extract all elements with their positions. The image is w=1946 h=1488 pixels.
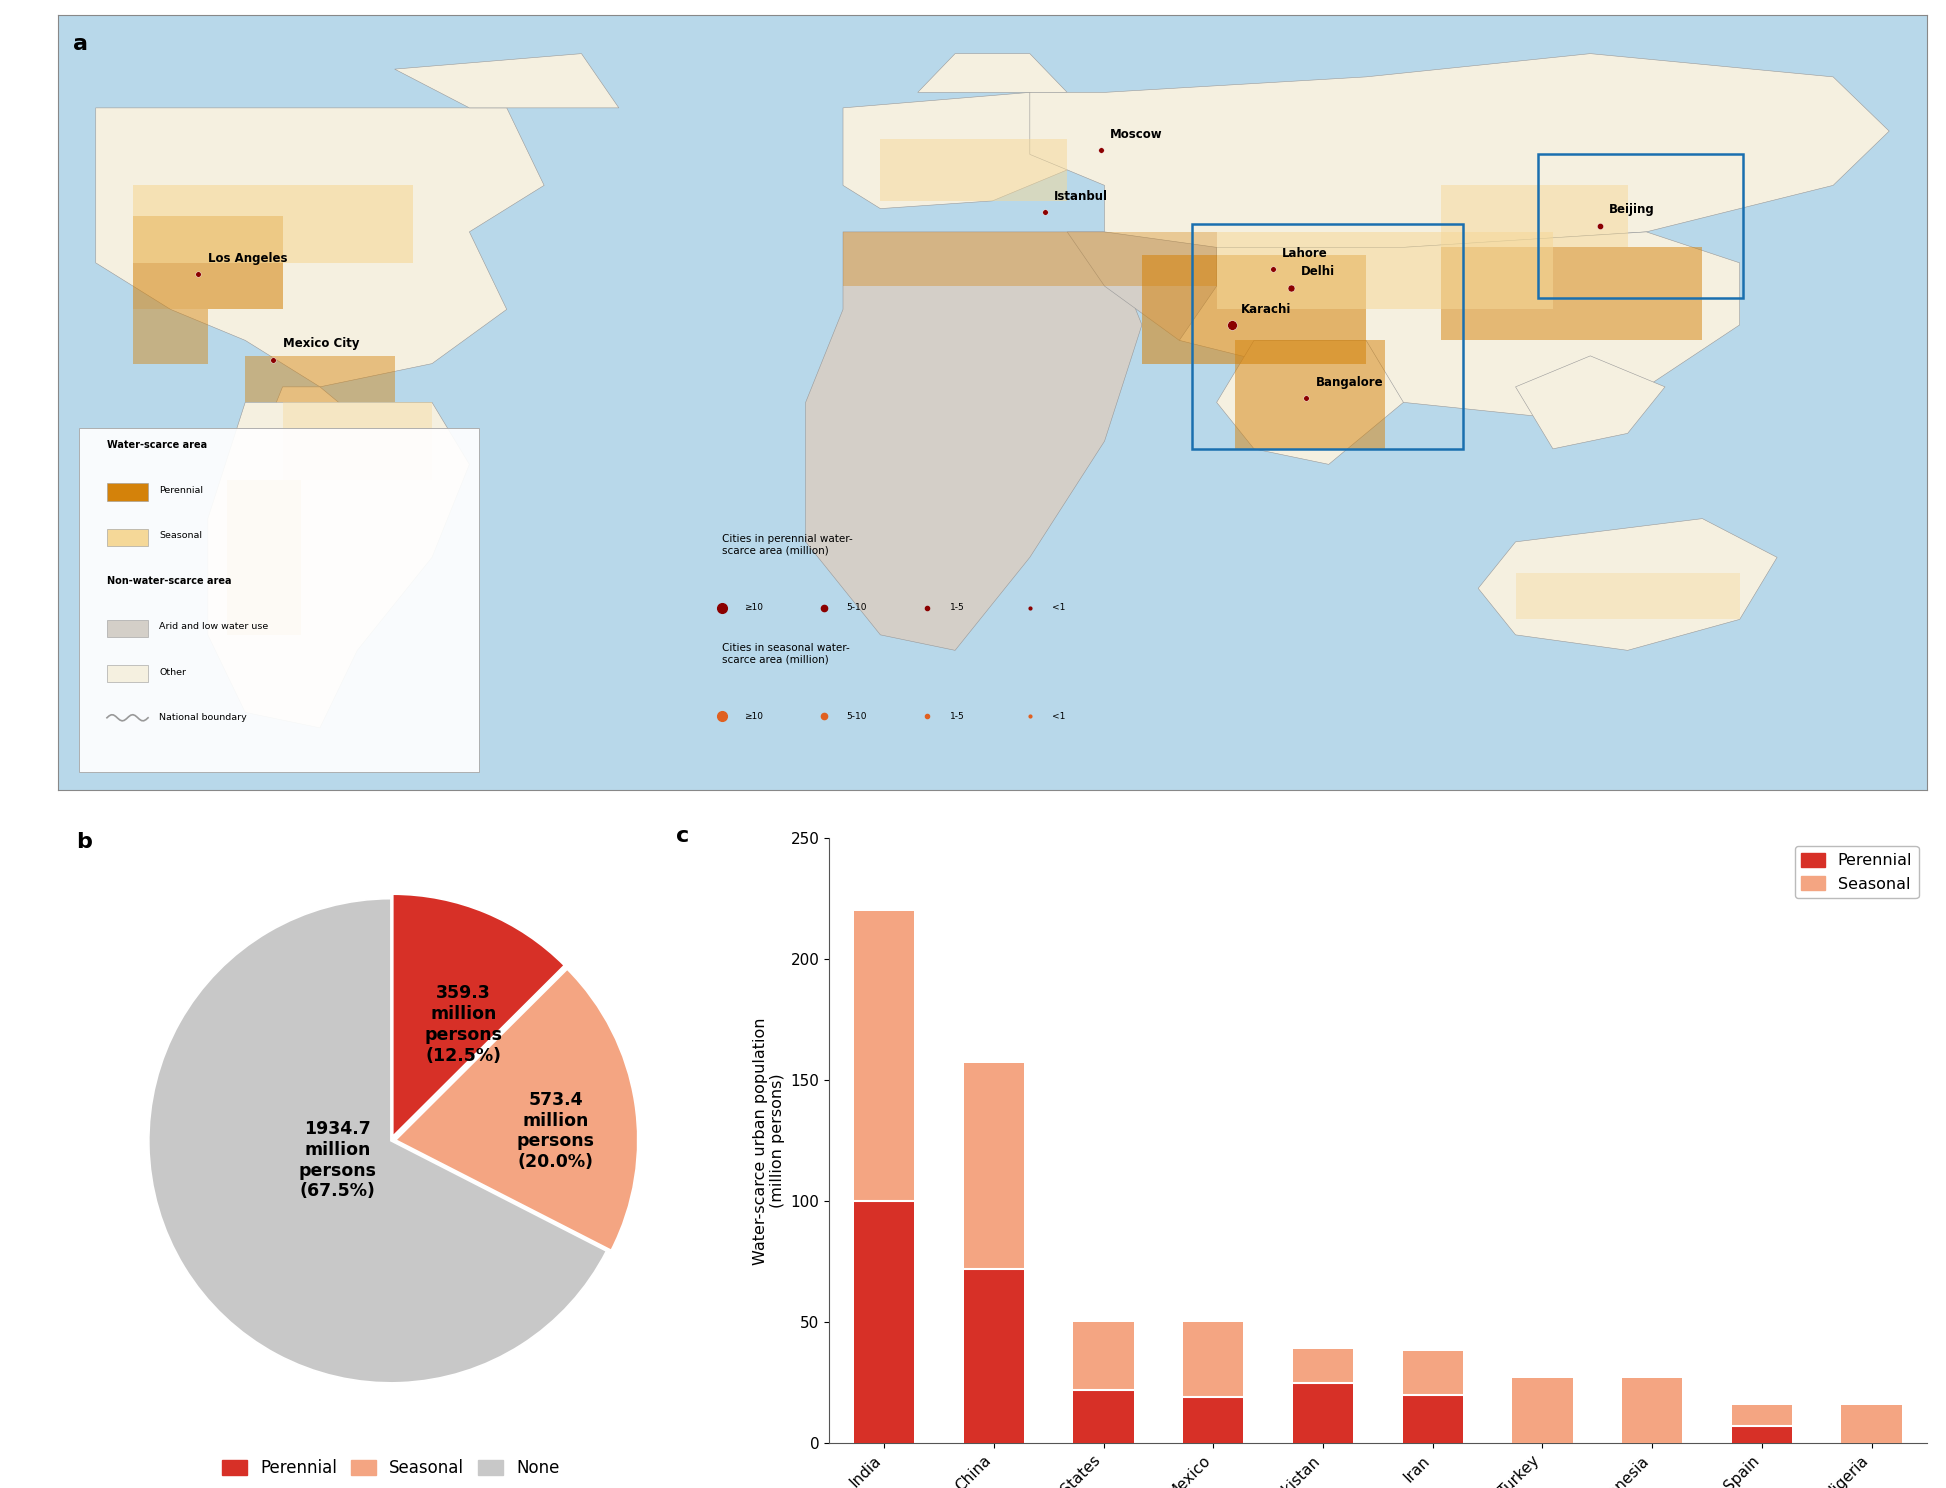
Text: 1-5: 1-5 xyxy=(950,711,963,720)
Text: 5-10: 5-10 xyxy=(847,711,868,720)
Text: <1: <1 xyxy=(1053,711,1066,720)
Bar xyxy=(1074,1323,1135,1443)
Bar xyxy=(1440,247,1703,341)
Text: 5-10: 5-10 xyxy=(847,603,868,612)
Text: Cities in perennial water-
scarce area (million): Cities in perennial water- scarce area (… xyxy=(722,534,852,555)
Polygon shape xyxy=(843,92,1105,208)
Bar xyxy=(226,479,302,635)
Text: National boundary: National boundary xyxy=(160,713,247,722)
Bar xyxy=(854,911,915,1443)
Bar xyxy=(1537,155,1744,298)
Bar xyxy=(1193,225,1463,449)
Wedge shape xyxy=(395,969,638,1250)
Text: a: a xyxy=(74,34,88,54)
Polygon shape xyxy=(265,387,358,449)
Y-axis label: Water-scarce urban population
(million persons): Water-scarce urban population (million p… xyxy=(753,1016,784,1265)
Bar xyxy=(1732,1427,1792,1443)
Polygon shape xyxy=(1516,356,1666,449)
Bar xyxy=(107,620,148,637)
Bar xyxy=(132,310,208,363)
Bar xyxy=(1142,254,1366,363)
Polygon shape xyxy=(1029,54,1890,247)
Bar xyxy=(1440,186,1627,247)
Bar xyxy=(132,216,282,310)
Text: ≥10: ≥10 xyxy=(743,603,763,612)
Legend: Perennial, Seasonal: Perennial, Seasonal xyxy=(1794,847,1919,899)
Polygon shape xyxy=(1066,232,1403,356)
Bar xyxy=(963,1269,1024,1443)
Bar xyxy=(1183,1323,1243,1443)
Wedge shape xyxy=(393,894,564,1137)
Polygon shape xyxy=(395,54,619,107)
Text: b: b xyxy=(76,832,91,853)
Text: Delhi: Delhi xyxy=(1300,265,1335,278)
Text: Istanbul: Istanbul xyxy=(1055,190,1107,204)
Polygon shape xyxy=(1179,232,1740,418)
Text: 359.3
million
persons
(12.5%): 359.3 million persons (12.5%) xyxy=(424,985,502,1065)
Polygon shape xyxy=(1216,341,1403,464)
Legend: Perennial, Seasonal, None: Perennial, Seasonal, None xyxy=(216,1452,566,1484)
Text: Arid and low water use: Arid and low water use xyxy=(160,622,269,631)
Bar xyxy=(1403,1394,1463,1443)
Bar xyxy=(880,138,1066,201)
Bar xyxy=(1292,1382,1352,1443)
Polygon shape xyxy=(95,107,545,387)
Text: Other: Other xyxy=(160,668,187,677)
Text: Perennial: Perennial xyxy=(160,487,202,496)
Polygon shape xyxy=(806,232,1142,650)
Polygon shape xyxy=(919,54,1066,92)
Bar xyxy=(107,665,148,683)
Bar xyxy=(1236,341,1386,449)
Text: 573.4
million
persons
(20.0%): 573.4 million persons (20.0%) xyxy=(516,1091,595,1171)
Text: Seasonal: Seasonal xyxy=(160,531,202,540)
Bar xyxy=(245,356,395,402)
Text: Moscow: Moscow xyxy=(1109,128,1164,141)
Text: Water-scarce area: Water-scarce area xyxy=(107,440,206,449)
Text: Los Angeles: Los Angeles xyxy=(208,251,288,265)
Text: Lahore: Lahore xyxy=(1282,247,1327,260)
Bar xyxy=(1623,1378,1683,1443)
Bar xyxy=(1183,1397,1243,1443)
Text: Beijing: Beijing xyxy=(1609,204,1654,216)
Text: Mexico City: Mexico City xyxy=(282,338,360,351)
Bar xyxy=(1841,1405,1901,1443)
Bar xyxy=(1516,573,1740,619)
Bar xyxy=(1292,1350,1352,1443)
FancyBboxPatch shape xyxy=(80,429,479,772)
Bar xyxy=(843,232,1216,286)
Text: <1: <1 xyxy=(1053,603,1066,612)
Bar xyxy=(1074,1390,1135,1443)
Bar xyxy=(107,484,148,500)
Text: Cities in seasonal water-
scarce area (million): Cities in seasonal water- scarce area (m… xyxy=(722,643,848,664)
Bar xyxy=(1216,232,1553,310)
Polygon shape xyxy=(208,402,469,728)
Bar xyxy=(1403,1351,1463,1443)
Bar xyxy=(963,1064,1024,1443)
Text: Bangalore: Bangalore xyxy=(1315,376,1384,390)
Bar xyxy=(282,402,432,479)
Bar xyxy=(107,528,148,546)
Bar xyxy=(854,1201,915,1443)
Bar xyxy=(132,186,413,263)
Text: Karachi: Karachi xyxy=(1242,302,1292,315)
Text: 1-5: 1-5 xyxy=(950,603,963,612)
Text: c: c xyxy=(675,826,689,847)
Text: Non-water-scarce area: Non-water-scarce area xyxy=(107,576,232,586)
Bar xyxy=(1512,1378,1572,1443)
Bar xyxy=(1732,1405,1792,1443)
Wedge shape xyxy=(148,899,607,1382)
Text: ≥10: ≥10 xyxy=(743,711,763,720)
Polygon shape xyxy=(1479,519,1777,650)
Text: 1934.7
million
persons
(67.5%): 1934.7 million persons (67.5%) xyxy=(298,1120,378,1201)
